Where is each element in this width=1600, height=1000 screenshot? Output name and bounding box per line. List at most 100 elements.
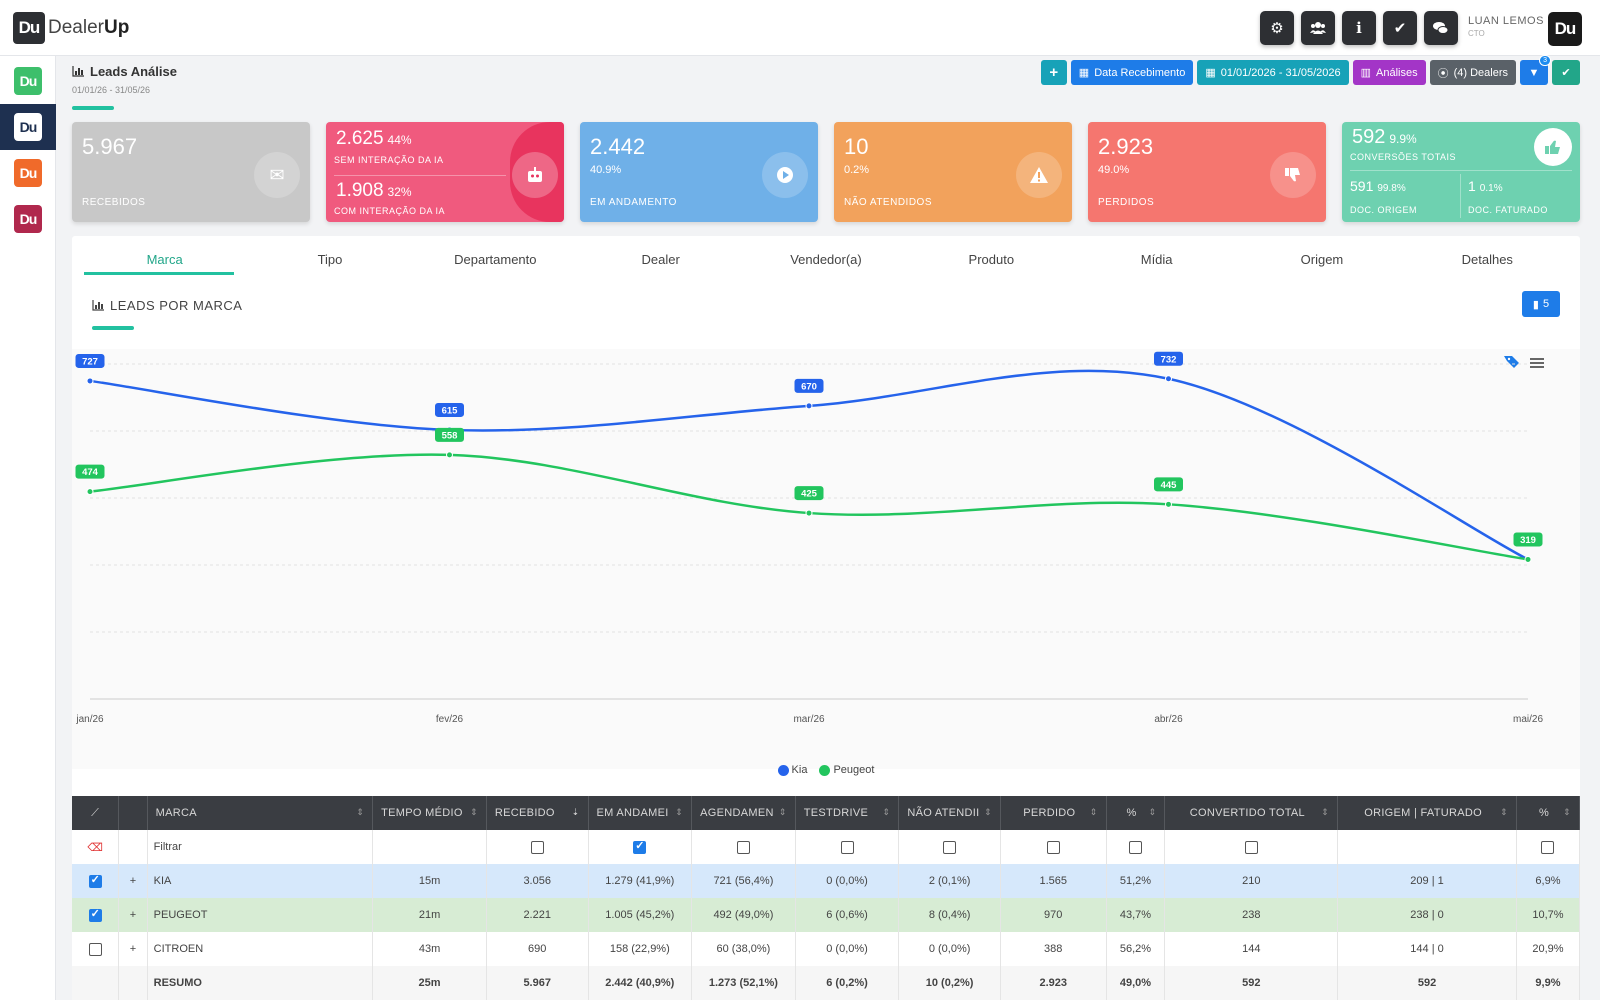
line-chart-icon: ⟋: [91, 806, 100, 819]
sidebar-item-4[interactable]: Du: [0, 196, 56, 242]
filter-checkbox-nao-atendido[interactable]: [898, 830, 1001, 864]
kpi-recebidos[interactable]: 5.967 RECEBIDOS ✉: [72, 122, 310, 222]
filter-checkbox-andamento[interactable]: [588, 830, 693, 864]
x-tick-label: fev/26: [436, 714, 464, 725]
tab-marca[interactable]: Marca: [146, 252, 183, 267]
tab-dealer[interactable]: Dealer: [641, 252, 680, 267]
sort-icon: ⇕: [675, 807, 684, 817]
date-range-button[interactable]: ▦ 01/01/2026 - 31/05/2026: [1197, 60, 1349, 85]
column-header-tempo[interactable]: TEMPO MÉDIO ⇕: [372, 796, 487, 830]
checkbox[interactable]: [530, 840, 544, 854]
column-header-convertido[interactable]: CONVERTIDO TOTAL ⇕: [1164, 796, 1339, 830]
table-row[interactable]: + KIA 15m 3.056 1.279 (41,9%) 721 (56,4%…: [72, 864, 1581, 898]
column-header-testdrive[interactable]: TESTDRIVE ⇕: [795, 796, 900, 830]
checkbox[interactable]: [1244, 840, 1258, 854]
checkbox[interactable]: [840, 840, 854, 854]
sidebar-item-1[interactable]: Du: [0, 58, 56, 104]
users-button[interactable]: [1301, 11, 1335, 45]
filter-checkbox-perdido[interactable]: [1000, 830, 1107, 864]
legend-item-kia[interactable]: Kia: [777, 764, 807, 776]
kpi-value: 2.923: [1098, 134, 1154, 159]
tab-origem[interactable]: Origem: [1300, 252, 1344, 267]
expand-button[interactable]: +: [118, 932, 148, 966]
kpi-value: 5.967: [82, 134, 138, 159]
settings-button[interactable]: ⚙: [1260, 11, 1294, 45]
tab-tipo[interactable]: Tipo: [317, 252, 343, 267]
kpi-conversoes[interactable]: 592 9.9% CONVERSÕES TOTAIS 591 99.8% DOC. …: [1342, 122, 1580, 222]
checkbox[interactable]: [1046, 840, 1060, 854]
sidebar-item-3[interactable]: Du: [0, 150, 56, 196]
checkbox[interactable]: [1129, 840, 1142, 854]
sort-desc-icon: ⇣: [571, 807, 580, 817]
filter-checkbox-agendamento[interactable]: [691, 830, 796, 864]
add-button[interactable]: +: [1040, 60, 1067, 85]
legend-item-peugeot[interactable]: Peugeot: [819, 764, 874, 776]
filter-checkbox-convertido[interactable]: [1164, 830, 1339, 864]
checkbox[interactable]: [1541, 840, 1555, 854]
tasks-button[interactable]: ✔: [1383, 11, 1417, 45]
column-header-agendamento[interactable]: AGENDAMEN ⇕: [691, 796, 796, 830]
column-header-nao-atendido[interactable]: NÃO ATENDII ⇕: [898, 796, 1001, 830]
filter-checkbox-recebido[interactable]: [486, 830, 589, 864]
table-row[interactable]: + PEUGEOT 21m 2.221 1.005 (45,2%) 492 (4…: [72, 898, 1581, 932]
tab-produto[interactable]: Produto: [968, 252, 1015, 267]
filter-button[interactable]: ▼ 3: [1520, 55, 1551, 85]
sort-icon: ⇕: [1500, 807, 1508, 817]
checkbox[interactable]: [633, 839, 647, 854]
analyses-button[interactable]: ▥ Análises: [1352, 60, 1426, 85]
filter-input[interactable]: Filtrar: [147, 830, 374, 864]
menu-icon[interactable]: [1530, 358, 1544, 368]
summary-row: RESUMO 25m 5.967 2.442 (40,9%) 1.273 (52…: [72, 966, 1581, 1000]
dealers-button[interactable]: ⦿ (4) Dealers: [1429, 60, 1516, 85]
column-header-marca[interactable]: MARCA ⇕: [147, 796, 374, 830]
filter-checkbox-pct[interactable]: [1106, 830, 1166, 864]
check-icon: ✔: [1561, 67, 1571, 79]
chart-toggle-header[interactable]: ⟋: [72, 796, 120, 830]
checkbox[interactable]: [943, 840, 957, 854]
kpi-value: 2.442: [590, 134, 646, 159]
filter-checkbox-pct2[interactable]: [1516, 830, 1581, 864]
clear-filter-button[interactable]: ⌫: [72, 830, 120, 864]
kpi-perdidos[interactable]: 2.923 49.0% PERDIDOS: [1088, 122, 1326, 222]
tab-vendedor[interactable]: Vendedor(a): [790, 252, 862, 267]
sidebar: Du Du Du Du: [0, 56, 56, 1000]
expand-button[interactable]: +: [118, 864, 148, 898]
tab-departamento[interactable]: Departamento: [454, 252, 537, 267]
line-chart: jan/26 fev/26 mar/26 abr/26 mai/26 727 615 670 7…: [75, 351, 1544, 725]
warning-icon: [1016, 152, 1062, 198]
tab-midia[interactable]: Mídia: [1140, 252, 1173, 267]
app-logo[interactable]: Du DealerUp: [13, 12, 129, 44]
column-header-recebido[interactable]: RECEBIDO ⇣: [486, 796, 589, 830]
data-label-bg: [435, 427, 464, 442]
table-row[interactable]: + CITROEN 43m 690 158 (22,9%) 60 (38,0%)…: [72, 932, 1581, 966]
column-header-andamento[interactable]: EM ANDAMEI ⇕: [588, 796, 693, 830]
row-checkbox[interactable]: [88, 942, 102, 956]
filter-checkbox-testdrive[interactable]: [795, 830, 900, 864]
checkbox[interactable]: [736, 840, 750, 854]
row-checkbox[interactable]: [88, 873, 102, 888]
kpi-ia[interactable]: 2.625 44% SEM INTERAÇÃO DA IA 1.908 32% CO…: [326, 122, 564, 222]
sidebar-item-2[interactable]: Du: [0, 104, 56, 150]
sort-icon: ⇕: [882, 807, 891, 817]
kpi-nao-atendidos[interactable]: 10 0.2% NÃO ATENDIDOS: [834, 122, 1072, 222]
avatar[interactable]: Du: [1548, 12, 1582, 46]
envelope-icon: ✉: [254, 152, 300, 198]
documents-button[interactable]: ▮ 5: [1522, 291, 1560, 317]
column-header-perdido[interactable]: PERDIDO ⇕: [1000, 796, 1107, 830]
date-field-button[interactable]: ▦ Data Recebimento: [1070, 60, 1194, 85]
column-header-pct[interactable]: % ⇕: [1106, 796, 1166, 830]
info-button[interactable]: i: [1342, 11, 1376, 45]
tag-icon[interactable]: [1504, 356, 1519, 368]
tab-detalhes[interactable]: Detalhes: [1461, 252, 1513, 267]
user-role: CTO: [1468, 29, 1485, 38]
column-header-pct2[interactable]: % ⇕: [1516, 796, 1581, 830]
row-checkbox[interactable]: [88, 907, 102, 922]
expand-button[interactable]: +: [118, 898, 148, 932]
data-label-bg: [1154, 351, 1183, 366]
apply-button[interactable]: ✔: [1552, 60, 1580, 85]
user-info[interactable]: LUAN LEMOS CTO: [1468, 15, 1544, 38]
data-label-bg: [794, 486, 824, 501]
column-header-origem-faturado[interactable]: ORIGEM | FATURADO ⇕: [1337, 796, 1517, 830]
kpi-andamento[interactable]: 2.442 40.9% EM ANDAMENTO: [580, 122, 818, 222]
chat-button[interactable]: [1424, 11, 1458, 45]
